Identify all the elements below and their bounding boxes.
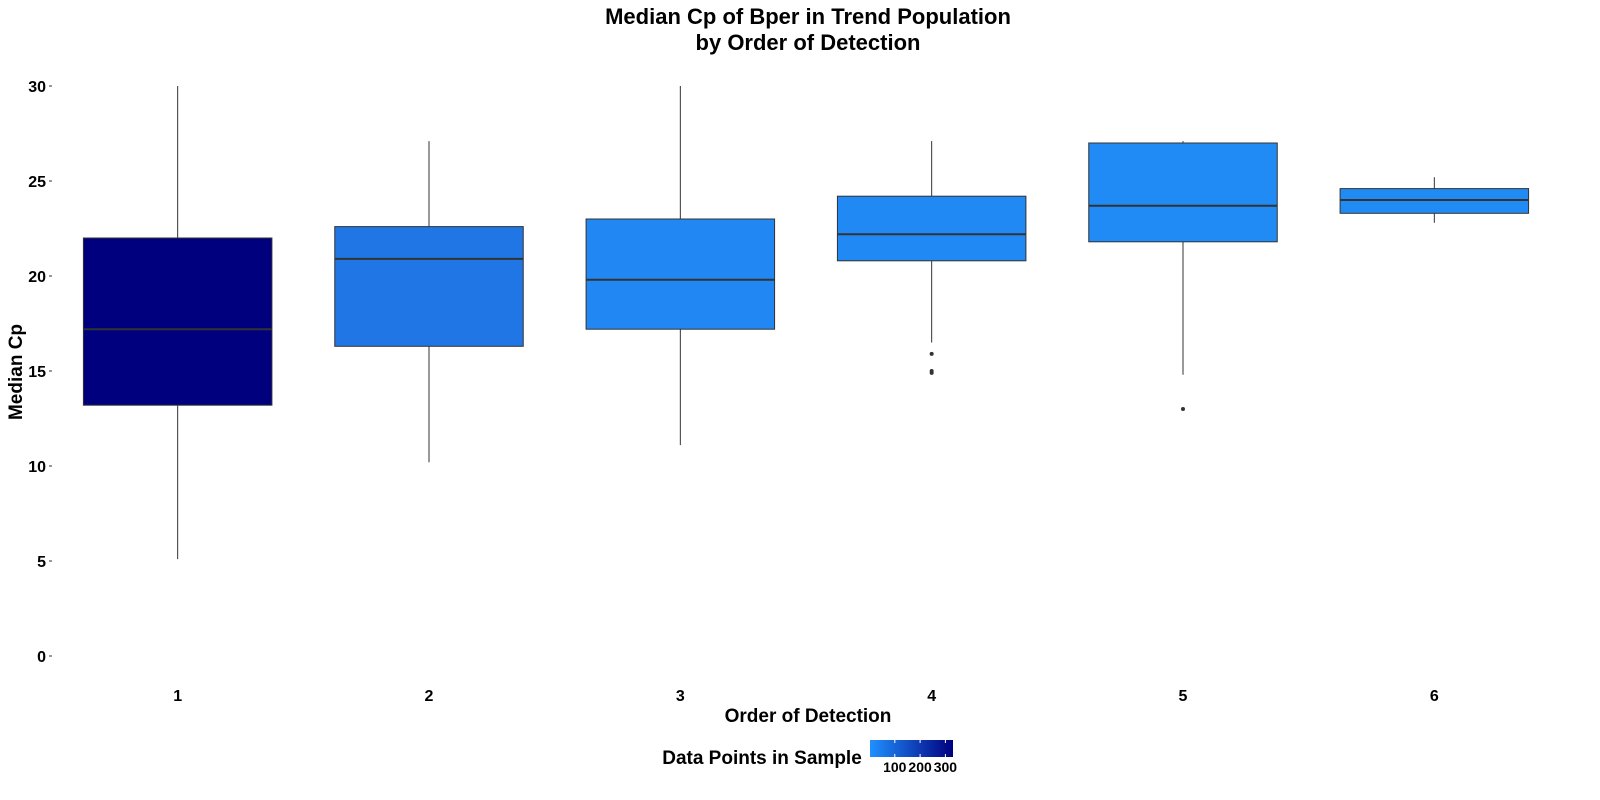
legend-ticks: 100 200 300 [883,740,957,775]
legend-colorbar [870,740,953,757]
y-tick-label-0: 0 [37,649,46,666]
legend-title: Data Points in Sample [662,748,862,769]
outlier-4-0 [929,351,934,356]
box-group-3 [585,86,776,446]
y-tick-label-4: 20 [28,269,46,286]
chart-title-line-2: by Order of Detection [696,30,921,55]
outlier-4-2 [929,370,934,375]
boxes-layer [82,86,1530,560]
box-5 [1088,142,1278,243]
x-tick-label-2: 2 [425,688,434,705]
y-tick-label-2: 10 [28,459,46,476]
x-tick-label-6: 6 [1430,688,1439,705]
box-4 [836,195,1027,262]
chart-title-line-1: Median Cp of Bper in Trend Population [605,4,1011,29]
box-group-6 [1339,177,1530,223]
box-3 [585,218,776,330]
y-tick-label-1: 5 [37,554,46,571]
y-tick-label-6: 30 [28,79,46,96]
x-axis-title: Order of Detection [725,706,892,727]
x-tick-label-3: 3 [676,688,685,705]
legend-tick-label-0: 100 [883,759,907,775]
box-group-4 [836,141,1027,375]
legend-tick-label-1: 200 [908,759,932,775]
outlier-5-0 [1181,407,1185,411]
box-group-5 [1088,141,1278,411]
y-tick-label-5: 25 [28,174,46,191]
box-group-1 [82,86,273,560]
box-2 [334,226,524,347]
y-tick-label-3: 15 [28,364,46,381]
box-group-2 [334,141,524,463]
box-1 [82,237,273,406]
x-tick-label-4: 4 [927,688,936,705]
x-tick-label-5: 5 [1179,688,1188,705]
y-axis-title: Median Cp [6,324,27,420]
legend-tick-label-2: 300 [934,759,958,775]
x-tick-label-1: 1 [173,688,182,705]
y-axis: 0 5 10 15 20 25 30 [28,79,52,666]
legend: Data Points in Sample 100 200 300 [662,740,957,775]
x-axis: 1 2 3 4 5 6 [173,688,1439,705]
